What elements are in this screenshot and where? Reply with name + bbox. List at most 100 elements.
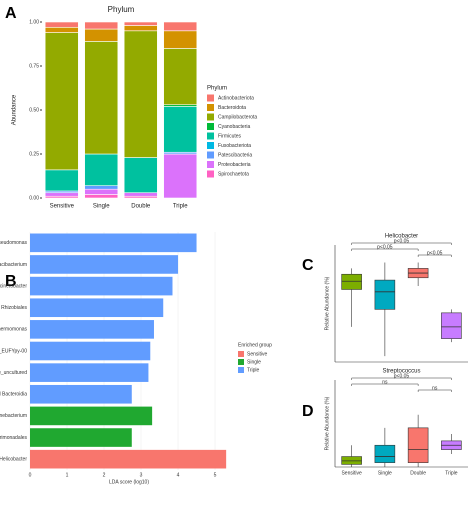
bar-segment [84,41,119,155]
y-tick-label: Acinetobacter [0,283,27,289]
legend-swatch [207,161,214,168]
bar [30,384,132,404]
legend-label: Fusobacteriota [218,143,251,149]
panel-label: C [302,257,314,274]
legend-swatch [207,113,214,121]
annotation: p<0.05 [377,244,393,250]
legend-title: Phylum [207,86,227,92]
y-tick-label: 0.25 [29,151,39,157]
bar-segment [123,157,158,194]
legend-title: Enriched group [238,342,272,348]
legend-swatch [207,132,214,140]
bracket [351,242,452,245]
y-tick-label: Saccharimonadales [0,435,27,441]
box [341,456,362,465]
bar [30,449,227,469]
bracket [351,383,419,386]
bar-segment [163,106,198,153]
chart-title: Streptococcus [382,369,420,375]
y-axis-label: Abundance [12,94,18,125]
legend-label: Sensitive [247,351,268,357]
y-tick-label: Pleomorphomonadaceae_uncultured [0,370,27,376]
legend-label: Firmicutes [218,133,242,139]
bar [30,363,149,382]
bar-segment [123,192,158,197]
x-tick-label: 0 [29,472,32,478]
box [374,279,396,310]
bar-segment [123,21,158,26]
legend-label: Bacteroidota [218,105,246,111]
bar [30,428,132,447]
bracket [351,377,452,380]
legend-swatch [207,104,214,111]
bracket [351,248,419,251]
panel-label: D [302,403,314,420]
box [407,427,429,463]
bar [30,341,151,361]
box [441,312,462,339]
y-tick-label: Cloacibacterium [0,262,27,268]
legend-label: Triple [247,367,260,373]
y-tick-label: Unclassified Bacteroidia [0,392,27,398]
x-tick-label: Triple [445,470,458,476]
y-tick-label: 0.00 [29,195,39,201]
y-tick-label: Unclassified Rhizobiales [0,305,27,311]
annotation: p<0.05 [394,373,410,379]
x-tick-label: 2 [103,472,106,478]
y-tick-label: Helicobacter [0,457,27,463]
x-tick-label: Single [93,204,110,210]
legend-swatch [207,170,214,178]
y-tick-label: Leptotrichia_EUFYpy-00 [0,348,27,354]
legend-swatch [238,367,244,373]
bar-segment [123,25,158,32]
chart-title: Helicobacter [385,234,418,240]
legend-label: Patescibacteria [218,152,252,158]
legend-swatch [238,359,244,365]
legend-label: Cyanobacteria [218,124,250,130]
annotation: ns [432,385,438,391]
box [341,273,362,290]
bar-segment [44,26,79,33]
legend-swatch [207,94,214,102]
chart-title: Phylum [108,5,135,14]
y-axis-label: Relative Abundance (%) [324,396,330,450]
bar-segment [163,21,198,32]
legend-swatch [207,142,214,149]
x-tick-label: 4 [177,472,180,478]
bracket [417,389,452,392]
box [374,444,396,463]
x-tick-label: Double [410,470,426,476]
annotation: p<0.05 [394,238,410,244]
bar-segment [44,32,79,171]
bar [30,406,153,426]
bar-segment [84,28,119,42]
y-axis-label: Relative Abundance (%) [324,276,330,330]
bar-segment [163,30,198,49]
legend-label: Spirochaetota [218,171,249,177]
x-tick-label: 1 [66,472,69,478]
annotation: ns [382,379,388,385]
legend-swatch [238,351,244,357]
x-tick-label: 5 [214,472,217,478]
x-tick-label: 3 [140,472,143,478]
bar-segment [84,185,119,190]
legend-label: Proteobacteria [218,162,251,168]
legend-label: Single [247,359,261,365]
y-tick-label: Pseudomonas [0,240,27,246]
x-tick-label: Sensitive [341,470,362,476]
bar-segment [84,21,119,30]
bar [30,320,154,339]
y-tick-label: Thermomonas [0,327,27,333]
y-tick-label: Corynebacterium [0,413,27,419]
bar-segment [123,30,158,158]
x-tick-label: Sensitive [50,204,75,210]
y-tick-label: 1.00 [29,19,39,25]
bar [30,276,173,296]
y-tick-label: 0.50 [29,107,39,113]
x-tick-label: Double [131,204,151,210]
bar-segment [163,48,198,106]
bar [30,255,179,274]
bracket [417,254,452,257]
legend-label: Actinobacteriota [218,95,254,101]
